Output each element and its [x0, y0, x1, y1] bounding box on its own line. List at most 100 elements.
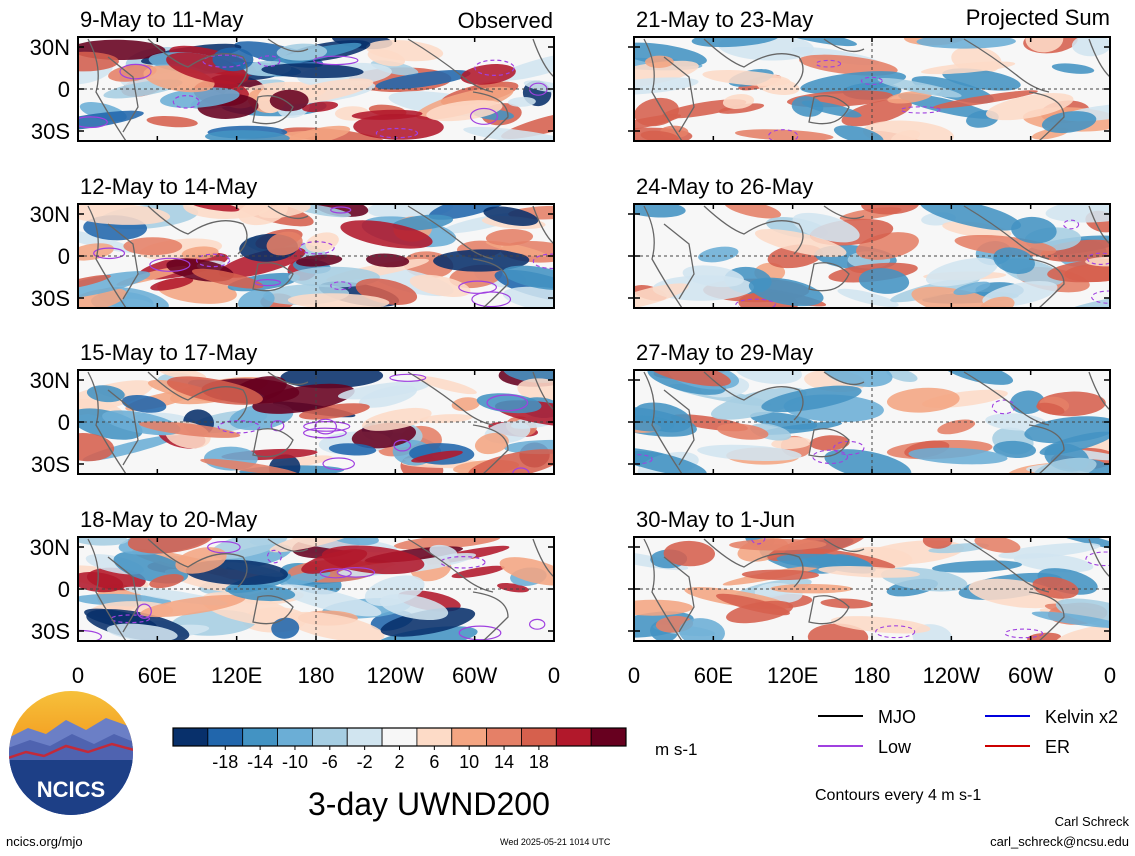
panel-title: 18-May to 20-May — [80, 507, 257, 532]
field-patch — [276, 43, 328, 61]
field-patch — [269, 89, 309, 112]
coastline — [532, 538, 554, 578]
coastline — [643, 371, 683, 474]
colorbar-label: -14 — [247, 752, 273, 772]
field-patch — [374, 626, 478, 641]
y-tick-label: 30N — [30, 368, 70, 393]
field-patch — [734, 129, 834, 141]
field-patch — [252, 383, 355, 414]
low-contour — [458, 625, 502, 641]
colorbar-swatch — [521, 727, 557, 747]
x-tick-label: 60E — [138, 663, 177, 688]
field-patch — [837, 288, 899, 308]
coastline — [532, 38, 554, 78]
coastline — [1088, 38, 1110, 78]
field-patch — [287, 293, 390, 308]
coastline — [1028, 258, 1065, 308]
low-contour — [439, 555, 486, 569]
field-patch — [1041, 537, 1110, 551]
low-contour — [735, 298, 776, 308]
panel-title: 30-May to 1-Jun — [636, 507, 795, 532]
x-tick-label: 180 — [854, 663, 891, 688]
field-patch — [298, 403, 370, 420]
coastline — [407, 371, 494, 426]
email-link[interactable]: carl_schreck@ncsu.edu — [990, 834, 1129, 849]
coastline — [663, 389, 695, 466]
field-patch — [800, 71, 907, 94]
field-patch — [504, 439, 554, 455]
low-contour — [875, 625, 916, 639]
field-patch — [474, 432, 509, 455]
field-patch — [663, 540, 715, 567]
low-contour — [486, 394, 529, 412]
field-patch — [932, 90, 1038, 109]
field-patch — [691, 37, 780, 48]
timestamp: Wed 2025-05-21 1014 UTC — [500, 837, 611, 847]
field-patch — [698, 246, 739, 263]
x-tick-label: 120W — [923, 663, 981, 688]
field-patch — [166, 52, 249, 85]
low-contour — [330, 281, 352, 291]
panel-title: 12-May to 14-May — [80, 174, 257, 199]
field-patch — [86, 385, 125, 403]
colorbar-label: -6 — [322, 752, 338, 772]
y-tick-label: 30S — [31, 619, 70, 644]
colorbar-swatch — [242, 727, 278, 747]
field-patch — [1024, 416, 1110, 444]
legend-label: Low — [878, 737, 912, 757]
panel-title: 27-May to 29-May — [636, 340, 813, 365]
field-patch — [121, 395, 167, 413]
field-patch — [820, 598, 873, 609]
field-patch — [127, 537, 214, 554]
low-contour — [389, 373, 427, 382]
field-patch — [993, 247, 1035, 274]
units-label: m s-1 — [655, 740, 698, 759]
low-contour — [93, 247, 126, 260]
field-patch — [138, 421, 241, 438]
field-patch — [634, 77, 699, 96]
x-tick-label: 60W — [452, 663, 497, 688]
coastline — [147, 538, 248, 588]
field-patch — [886, 370, 918, 382]
field-patch — [337, 381, 431, 400]
field-patch — [279, 570, 331, 586]
colorbar-label: -2 — [357, 752, 373, 772]
coastline — [252, 428, 294, 458]
field-patch — [799, 54, 898, 76]
field-patch — [1054, 623, 1110, 641]
low-contour — [529, 618, 546, 630]
low-contour — [266, 549, 282, 564]
low-contour — [900, 106, 941, 114]
field-patch — [150, 277, 194, 291]
coastline — [703, 538, 804, 588]
x-tick-label: 60E — [694, 663, 733, 688]
low-contour — [860, 76, 883, 86]
colorbar-swatch — [207, 727, 244, 747]
field-patch — [149, 574, 184, 589]
field-patch — [78, 271, 151, 300]
field-patch — [722, 94, 755, 109]
coastline — [407, 205, 494, 260]
coastline — [1028, 424, 1065, 474]
author: Carl Schreck — [1054, 814, 1129, 829]
low-contour — [1086, 252, 1110, 265]
coastline — [823, 538, 865, 553]
field-patch — [886, 387, 960, 413]
low-contour — [812, 449, 849, 464]
field-patch — [468, 449, 554, 474]
coastline — [267, 38, 309, 53]
site-link[interactable]: ncics.org/mjo — [6, 834, 83, 849]
field-patch — [426, 100, 503, 122]
field-patch — [942, 68, 1021, 91]
colorbar-swatch — [486, 727, 522, 747]
coastline — [808, 595, 850, 625]
field-patch — [634, 415, 675, 432]
field — [634, 537, 1110, 641]
coastline — [252, 262, 294, 292]
field-patch — [366, 253, 410, 268]
panel-title: 21-May to 23-May — [636, 7, 813, 32]
field-patch — [877, 77, 962, 98]
x-tick-label: 120E — [767, 663, 818, 688]
coastline — [87, 538, 127, 641]
coastline — [147, 371, 248, 421]
